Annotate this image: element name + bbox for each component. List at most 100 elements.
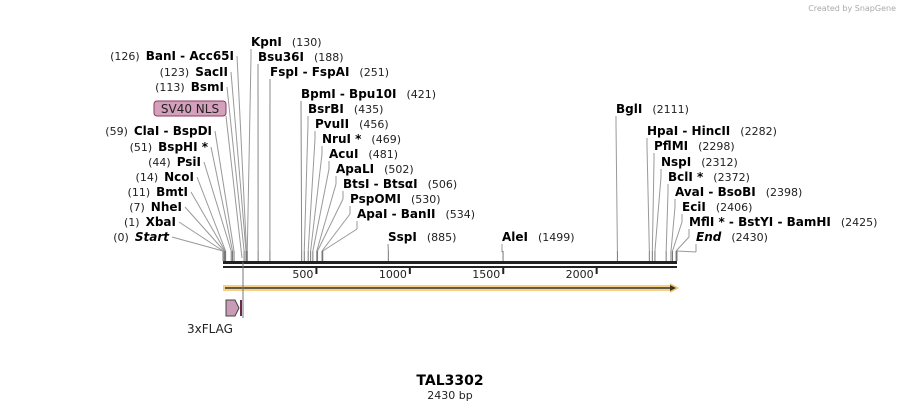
site-position: (2111) [652, 103, 689, 116]
site-position: (421) [406, 88, 436, 101]
site-name: PvuII [315, 117, 349, 131]
restriction-site[interactable]: (14) NcoI [136, 170, 194, 184]
ruler-tick [502, 268, 505, 274]
site-position: (435) [354, 103, 384, 116]
svg-text:ApaLI(502): ApaLI (502) [336, 162, 414, 176]
svg-text:AcuI(481): AcuI (481) [329, 147, 398, 161]
site-name: ApaI - BanII [357, 207, 436, 221]
restriction-site[interactable]: BclI * (2372) [668, 170, 750, 184]
svg-text:(126)BanI - Acc65I: (126) BanI - Acc65I [110, 49, 234, 63]
restriction-site[interactable]: PflMI (2298) [654, 139, 735, 153]
site-leader-line [184, 206, 225, 252]
restriction-site[interactable]: AleI (1499) [502, 230, 575, 244]
restriction-site[interactable]: BsrBI (435) [308, 102, 383, 116]
restriction-site[interactable]: (44) PsiI [148, 155, 201, 169]
map-title: TAL3302 [416, 373, 483, 389]
site-leader-line [190, 191, 226, 252]
svg-text:(44)PsiI: (44) PsiI [148, 155, 201, 169]
restriction-site[interactable]: (126) BanI - Acc65I [110, 49, 234, 63]
restriction-site[interactable]: PvuII (456) [315, 117, 389, 131]
ruler-tick-label: 500 [292, 268, 313, 281]
site-position: (456) [359, 118, 389, 131]
restriction-site[interactable]: NspI (2312) [661, 155, 738, 169]
restriction-site[interactable]: (113) BsmI [155, 80, 224, 94]
svg-text:(0)Start: (0) Start [113, 230, 170, 244]
restriction-site[interactable]: (59) ClaI - BspDI [105, 124, 212, 138]
site-leader-line [203, 161, 232, 252]
site-leader-line [236, 55, 248, 252]
restriction-site[interactable]: BpmI - Bpu10I (421) [301, 87, 436, 101]
restriction-site[interactable]: (123) SacII [160, 65, 228, 79]
restriction-site[interactable]: FspI - FspAI (251) [270, 65, 389, 79]
restriction-site[interactable]: BglI (2111) [616, 102, 689, 116]
restriction-site[interactable]: AvaI - BsoBI (2398) [675, 185, 802, 199]
restriction-site[interactable]: KpnI (130) [251, 35, 322, 49]
orf-arrow[interactable] [223, 283, 679, 293]
restriction-site[interactable]: NruI * (469) [322, 132, 401, 146]
site-position: (469) [371, 133, 401, 146]
svg-text:KpnI(130): KpnI (130) [251, 35, 322, 49]
site-position: (506) [428, 178, 458, 191]
restriction-site[interactable]: HpaI - HincII (2282) [647, 124, 777, 138]
site-position: (188) [314, 51, 344, 64]
restriction-site[interactable]: (7) NheI [129, 200, 182, 214]
restriction-site[interactable]: EciI (2406) [682, 200, 752, 214]
restriction-site[interactable]: (0) Start [113, 230, 170, 244]
feature-sv40-nls[interactable]: SV40 NLS [153, 100, 243, 259]
feature-label-sv40-nls: SV40 NLS [161, 102, 219, 116]
site-leader-line [321, 213, 351, 252]
site-position: (2425) [841, 216, 878, 229]
feature-3xflag[interactable]: 3xFLAG [187, 262, 244, 336]
ruler-tick-label: 2000 [566, 268, 594, 281]
svg-text:HpaI - HincII(2282): HpaI - HincII (2282) [647, 124, 777, 138]
site-position: (0) [113, 231, 129, 244]
svg-text:PspOMI(530): PspOMI (530) [350, 192, 441, 206]
site-leader-line [670, 206, 676, 252]
ruler-tick [408, 268, 411, 274]
svg-text:AleI(1499): AleI (1499) [502, 230, 575, 244]
site-leader-line [654, 176, 662, 252]
ruler-tick [595, 268, 598, 274]
site-name: End [696, 230, 722, 244]
site-name: FspI - FspAI [270, 65, 349, 79]
site-name: BsmI [191, 80, 224, 94]
restriction-site[interactable]: Bsu36I (188) [258, 50, 344, 64]
restriction-site[interactable]: PspOMI (530) [350, 192, 441, 206]
restriction-site[interactable]: (1) XbaI [124, 215, 176, 229]
site-leader-line [322, 228, 358, 252]
site-position: (885) [427, 231, 457, 244]
restriction-site[interactable]: BtsI - BtsαI (506) [343, 177, 457, 191]
restriction-site[interactable]: ApaI - BanII (534) [357, 207, 475, 221]
site-name: BtsI - BtsαI [343, 177, 418, 191]
svg-text:NruI *(469): NruI * (469) [322, 132, 401, 146]
site-name: SspI [388, 230, 417, 244]
restriction-site[interactable]: (11) BmtI [128, 185, 188, 199]
site-leader-line [307, 138, 316, 252]
site-position: (123) [160, 66, 190, 79]
restriction-site[interactable]: End (2430) [696, 230, 768, 244]
restriction-site[interactable]: MflI * - BstYI - BamHI (2425) [689, 215, 877, 229]
svg-text:(1)XbaI: (1) XbaI [124, 215, 176, 229]
restriction-site[interactable]: AcuI (481) [329, 147, 398, 161]
site-name: BglI [616, 102, 642, 116]
sequence-backbone[interactable] [223, 261, 677, 268]
site-name: MflI * - BstYI - BamHI [689, 215, 831, 229]
restriction-site[interactable]: SspI (885) [388, 230, 456, 244]
svg-text:BtsI - BtsαI(506): BtsI - BtsαI (506) [343, 177, 457, 191]
restriction-site[interactable]: (51) BspHI * [130, 140, 209, 154]
site-leader-line [317, 198, 344, 252]
site-leader-line [226, 86, 245, 252]
site-position: (481) [368, 148, 398, 161]
ruler-tick-label: 1000 [379, 268, 407, 281]
site-leader-line [672, 221, 683, 252]
site-name: ClaI - BspDI [134, 124, 212, 138]
restriction-site[interactable]: ApaLI (502) [336, 162, 414, 176]
site-name: BclI * [668, 170, 704, 184]
site-position: (2398) [766, 186, 803, 199]
feature-label-3xflag: 3xFLAG [187, 322, 233, 336]
site-leader-line [178, 221, 224, 252]
site-position: (7) [129, 201, 145, 214]
site-name: Start [135, 230, 170, 244]
site-leader-line [615, 123, 618, 252]
